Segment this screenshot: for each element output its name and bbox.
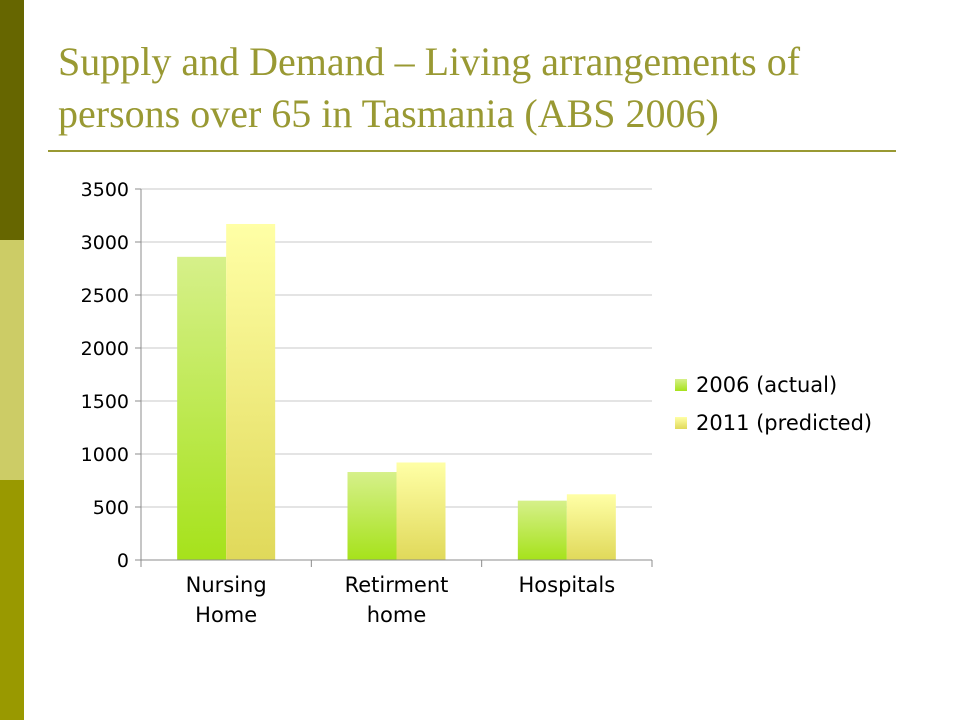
bar-chart: 0 500 1000 1500 2000 2500 3000 3500 Nursing Home R… (81, 179, 872, 627)
y-tick-label: 500 (93, 497, 129, 519)
y-tick-label: 2000 (81, 338, 129, 360)
bar-series-2006 (347, 472, 397, 560)
bar-series-2006 (177, 256, 227, 560)
y-tick-label: 2500 (81, 285, 129, 307)
legend: 2006 (actual) 2011 (predicted) (675, 373, 872, 435)
bar-series-2011 (396, 462, 446, 560)
y-tick-label: 3000 (81, 232, 129, 254)
title-divider (48, 150, 896, 152)
y-tick-label: 0 (117, 550, 129, 572)
x-category-label: home (367, 603, 427, 627)
x-category-label: Nursing (186, 573, 267, 597)
decorative-band-middle (0, 240, 24, 480)
y-tick-label: 1000 (81, 444, 129, 466)
bar-series-2011 (566, 494, 616, 560)
y-tick-label: 1500 (81, 391, 129, 413)
axes: 0 500 1000 1500 2000 2500 3000 3500 Nursing Home R… (81, 179, 653, 627)
decorative-band-top (0, 0, 24, 240)
y-tick-label: 3500 (81, 179, 129, 201)
slide-title: Supply and Demand – Living arrangements … (58, 39, 801, 136)
bar-series-2011 (226, 223, 276, 561)
x-category-label: Hospitals (519, 573, 616, 597)
legend-label: 2011 (predicted) (696, 411, 872, 435)
legend-swatch (675, 417, 687, 429)
legend-label: 2006 (actual) (696, 373, 837, 397)
x-category-label: Retirment (345, 573, 449, 597)
x-category-label: Home (195, 603, 257, 627)
bar-series-2006 (517, 500, 567, 560)
legend-swatch (675, 379, 687, 391)
decorative-band-bottom (0, 480, 24, 720)
bars (177, 223, 616, 561)
